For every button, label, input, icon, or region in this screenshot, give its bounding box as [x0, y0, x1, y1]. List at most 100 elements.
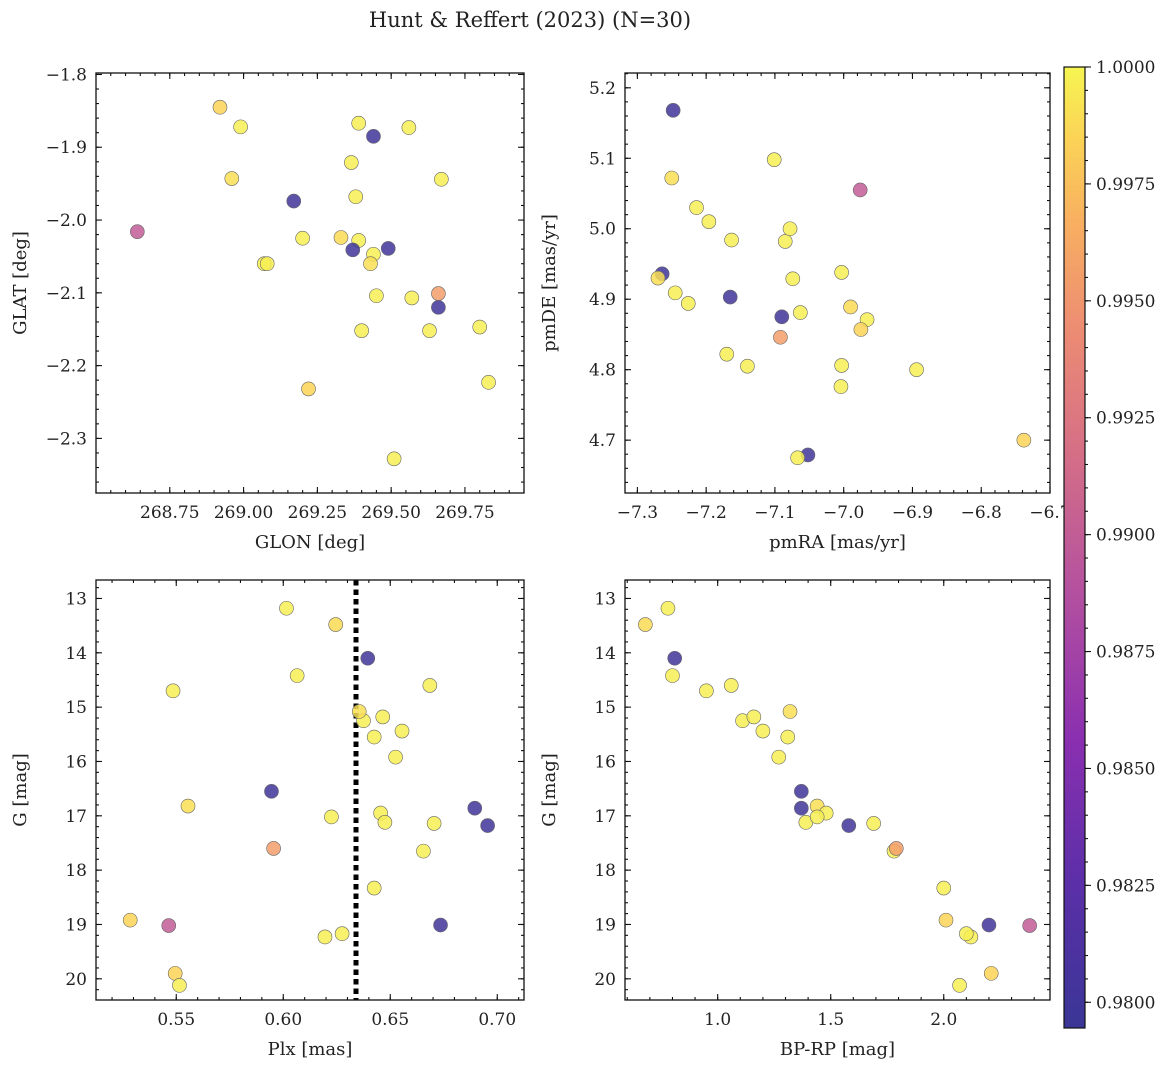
- x-tick-label: 0.55: [157, 1010, 195, 1030]
- y-tick-label: −2.2: [46, 357, 87, 377]
- data-point: [380, 241, 396, 256]
- y-tick-label: −1.9: [46, 138, 87, 158]
- data-point: [782, 221, 798, 237]
- data-point: [909, 362, 924, 377]
- data-point: [165, 683, 181, 699]
- data-point: [363, 256, 378, 272]
- data-point: [834, 265, 849, 280]
- data-point: [434, 171, 449, 187]
- x-tick-label: 0.65: [371, 1010, 409, 1030]
- x-tick-label: −7.1: [754, 503, 795, 523]
- data-point: [665, 668, 680, 683]
- data-point: [888, 841, 904, 856]
- data-point: [667, 650, 683, 666]
- y-tick-label: 5.2: [589, 79, 616, 99]
- colorbar-tick-label: 1.0000: [1096, 58, 1155, 78]
- data-point: [843, 299, 858, 315]
- data-point: [386, 451, 402, 467]
- y-axis-label: G [mag]: [10, 753, 31, 826]
- x-tick-label: 269.75: [435, 503, 494, 523]
- data-point: [777, 234, 793, 249]
- plot-frame: [95, 72, 525, 494]
- y-tick-label: 4.8: [589, 361, 616, 381]
- x-tick-label: 268.75: [140, 503, 199, 523]
- data-point: [1016, 432, 1032, 448]
- data-point: [771, 749, 787, 765]
- data-point: [660, 600, 676, 616]
- data-point: [959, 926, 974, 942]
- y-tick-label: 15: [65, 698, 87, 718]
- y-tick-label: 16: [65, 752, 87, 772]
- y-tick-label: 17: [65, 807, 87, 827]
- panels: 268.75 269.00 269.25 269.50 269.75 −1.8 −1.9 −2…: [10, 65, 1071, 1060]
- data-point: [264, 784, 279, 799]
- chart-title: Hunt & Reffert (2023) (N=30): [369, 8, 691, 32]
- data-point: [650, 270, 666, 286]
- data-point: [334, 926, 350, 942]
- y-tick-label: 19: [65, 915, 87, 935]
- data-point: [790, 450, 805, 466]
- x-tick-label: 269.50: [361, 503, 420, 523]
- data-point: [354, 323, 369, 338]
- y-tick-label: 18: [594, 861, 616, 881]
- x-tick-label: 1.5: [817, 1010, 844, 1030]
- y-tick-label: 18: [65, 861, 87, 881]
- y-axis-label: pmDE [mas/yr]: [539, 214, 560, 352]
- colorbar: 0.9800 0.9825 0.9850 0.9875 0.9900 0.9925 0.99…: [1063, 58, 1155, 1029]
- data-point: [833, 379, 849, 394]
- x-axis-label: BP-RP [mag]: [780, 1039, 895, 1060]
- colorbar-tick-label: 0.9950: [1096, 292, 1155, 312]
- data-point: [348, 189, 364, 205]
- data-point: [286, 193, 302, 209]
- data-point: [324, 809, 339, 825]
- y-tick-label: 17: [594, 807, 616, 827]
- x-tick-label: −6.8: [961, 503, 1002, 523]
- x-tick-label: 0.70: [478, 1010, 516, 1030]
- data-point: [780, 729, 796, 745]
- plot-frame: [95, 579, 525, 1001]
- x-tick-label: 1.0: [704, 1010, 731, 1030]
- colorbar-tick-label: 0.9900: [1096, 526, 1155, 546]
- data-point: [952, 978, 967, 993]
- data-point: [401, 120, 417, 135]
- data-point: [366, 729, 382, 745]
- y-tick-label: 16: [594, 752, 616, 772]
- data-point: [366, 880, 382, 896]
- y-tick-label: 5.1: [589, 149, 616, 169]
- y-axis-label: GLAT [deg]: [10, 231, 31, 335]
- data-point: [295, 230, 310, 246]
- panel-pmra-pmde: −7.3 −7.2 −7.1 −7.0 −6.9 −6.8 −6.7 4.7 4.8 4.9 5.0…: [539, 72, 1071, 553]
- colorbar-tick-label: 0.9825: [1096, 876, 1155, 896]
- y-tick-label: 4.9: [589, 290, 616, 310]
- data-point: [433, 917, 448, 933]
- data-point: [936, 880, 952, 896]
- data-point: [344, 155, 359, 170]
- data-point: [416, 843, 431, 859]
- data-point: [317, 929, 333, 945]
- data-point: [667, 285, 683, 301]
- data-point: [794, 784, 809, 799]
- data-point: [394, 723, 410, 739]
- data-point: [699, 683, 714, 699]
- panel-glon-glat: 268.75 269.00 269.25 269.50 269.75 −1.8 −1.9 −2…: [10, 65, 525, 553]
- data-point: [161, 918, 177, 933]
- y-tick-label: −2.1: [46, 284, 87, 304]
- data-point: [723, 678, 739, 693]
- data-point: [774, 309, 790, 325]
- data-point: [480, 818, 495, 833]
- data-point: [665, 103, 681, 118]
- data-point: [793, 305, 808, 320]
- data-point: [122, 912, 138, 928]
- x-tick-label: 2.0: [930, 1010, 957, 1030]
- y-tick-label: 13: [65, 589, 87, 609]
- y-tick-label: −1.8: [46, 65, 87, 85]
- y-axis-label: G [mag]: [539, 753, 560, 826]
- y-tick-label: 15: [594, 698, 616, 718]
- data-point: [388, 749, 403, 765]
- data-point: [773, 329, 788, 345]
- colorbar-gradient: [1063, 66, 1086, 1029]
- x-tick-label: −7.0: [823, 503, 864, 523]
- data-point: [369, 288, 384, 304]
- data-point: [981, 917, 997, 933]
